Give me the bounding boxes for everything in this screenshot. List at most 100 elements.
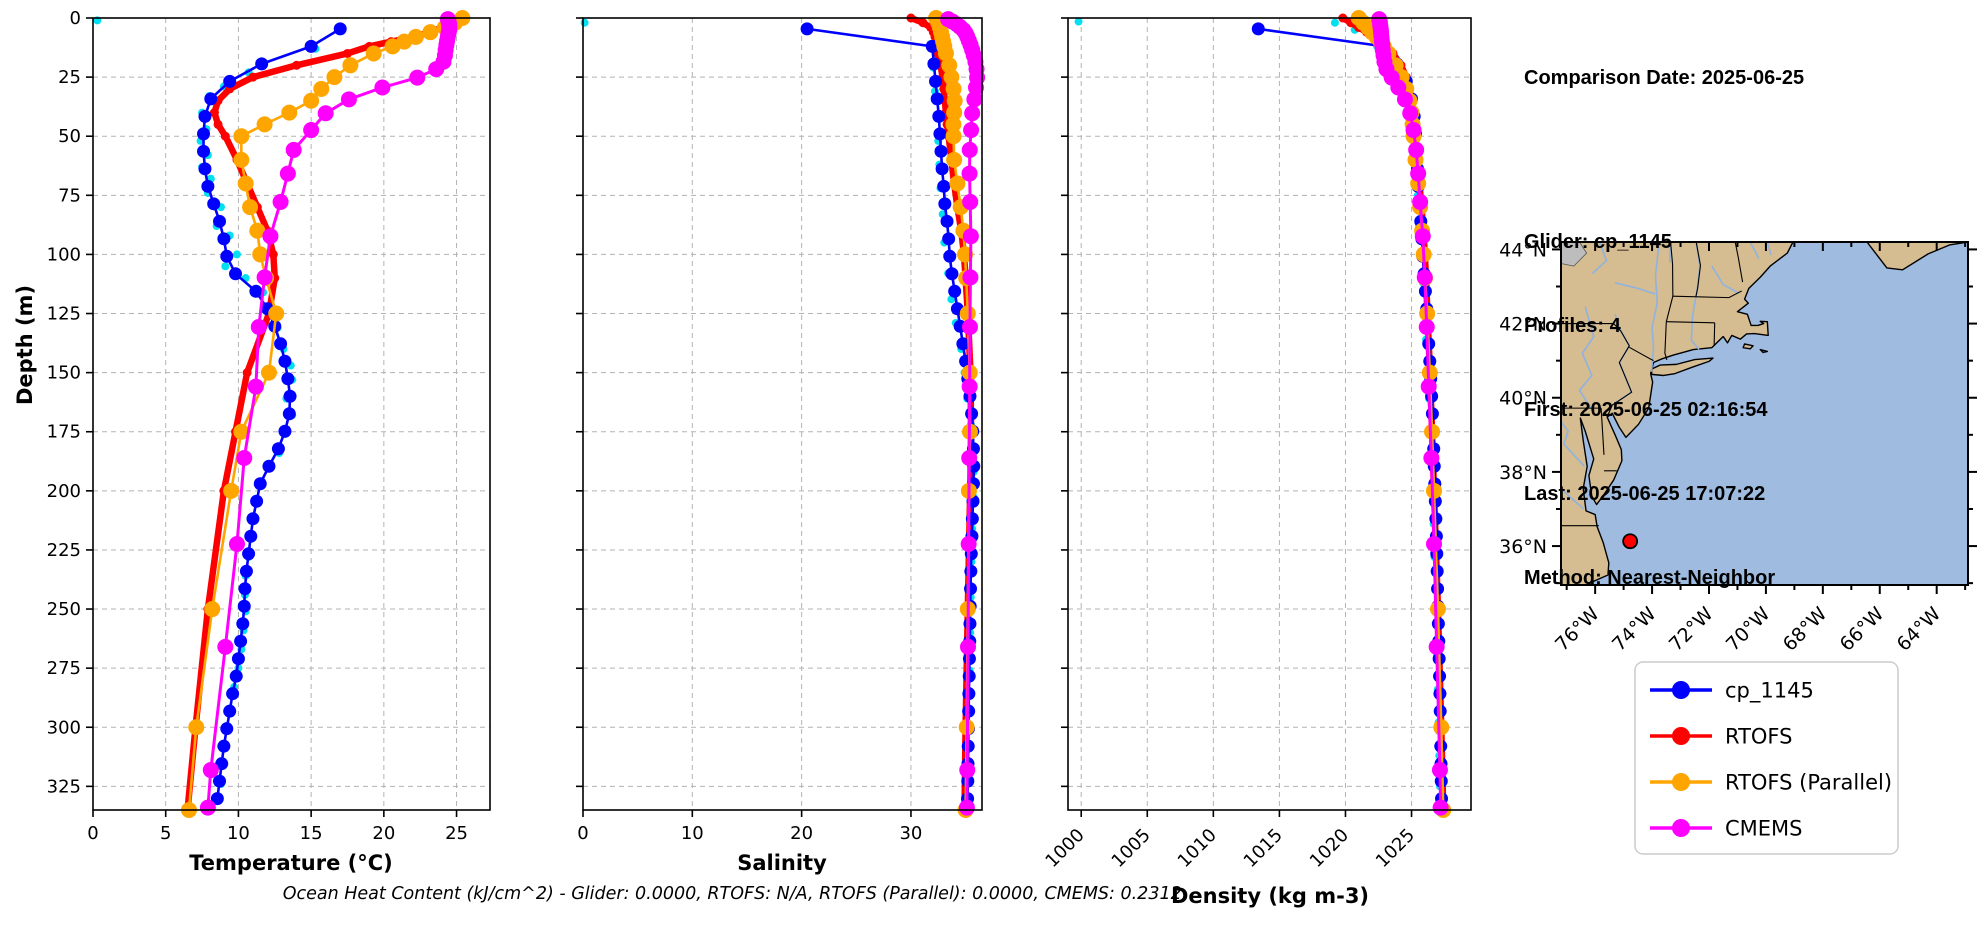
glider-marker (943, 249, 957, 263)
glider-marker (945, 267, 959, 281)
river (1749, 242, 1760, 260)
temperature-frame (92, 17, 491, 811)
comparison-date: Comparison Date: 2025-06-25 (1524, 67, 1805, 89)
rtofs_parallel-marker (365, 45, 382, 62)
glider-marker (253, 477, 267, 491)
cmems-marker (962, 193, 979, 210)
cmems-marker (961, 318, 978, 335)
density-frame (1067, 17, 1472, 811)
glider-marker (229, 267, 243, 281)
cmems-marker (1396, 91, 1413, 108)
map-inner (1561, 242, 1968, 585)
rtofs_parallel-marker (268, 305, 285, 322)
glider-marker (929, 74, 943, 88)
cmems-marker (961, 378, 978, 395)
cmems-marker (967, 79, 984, 96)
x-tick-label: 1020 (1306, 825, 1353, 872)
glider-marker (278, 354, 292, 368)
rtofs_parallel-marker (941, 57, 958, 74)
salinity-x-ticks: 0 10 20 30 (577, 810, 922, 844)
depth-axis-label: Depth (m) (13, 285, 37, 405)
location-map: 44°N42°N40°N38°N36°N76°W 74°W 72°W 70°W 68°W… (1499, 239, 1977, 656)
chart-legend: cp_1145 RTOFS RTOFS (Parallel) CMEMS (1634, 661, 1899, 855)
cmems-marker (409, 69, 426, 86)
river (1711, 265, 1740, 294)
glider-marker (948, 284, 962, 298)
salinity-frame (582, 17, 983, 811)
rtofs_parallel-marker (242, 199, 259, 216)
depth-tick-label: 275 (47, 658, 81, 679)
glider-marker (239, 564, 253, 578)
glider-marker (220, 722, 234, 736)
lat-tick-label: 44°N (1499, 239, 1547, 261)
x-tick-label: 1000 (1042, 825, 1089, 872)
river (1578, 306, 1595, 411)
rtofs_parallel-marker (959, 305, 976, 322)
x-tick-label: 0 (87, 823, 98, 844)
rtofs_parallel-marker (946, 151, 963, 168)
glider-marker (210, 792, 224, 806)
rtofs_parallel-marker (249, 222, 266, 239)
x-tick-label: 5 (160, 823, 171, 844)
legend-entry-rtofs: RTOFS (1650, 725, 1792, 749)
salinity-plot: 0 10 20 30 (576, 10, 986, 844)
rtofs_parallel-marker (1424, 423, 1441, 440)
river (1591, 242, 1608, 275)
x-tick-label: 1015 (1240, 825, 1287, 872)
cmems-marker (959, 762, 976, 779)
glider-marker (930, 92, 944, 106)
glider-marker (197, 127, 211, 141)
cmems-marker (236, 449, 253, 466)
glider-marker (198, 109, 212, 123)
glider-marker (255, 57, 269, 71)
glider-marker (283, 389, 297, 403)
glider_raw-marker (221, 262, 230, 271)
glider-marker (198, 162, 212, 176)
glider-marker (204, 92, 218, 106)
map-frame (1560, 241, 1969, 586)
state-border (1606, 323, 1633, 418)
rtofs_parallel-marker (204, 601, 221, 618)
glider-marker (226, 687, 240, 701)
profile-count: Profiles: 4 (1524, 315, 1621, 337)
density-plot: 1000 1005 1010 1015 1020 1025 (1042, 10, 1472, 872)
state-border (1713, 322, 1716, 346)
cmems-marker (962, 228, 979, 245)
glider-marker (937, 179, 951, 193)
cmems-marker (1420, 378, 1437, 395)
x-tick-label: 1025 (1372, 825, 1419, 872)
legend-label: cp_1145 (1725, 679, 1814, 704)
rtofs_parallel-marker (303, 92, 320, 109)
cmems-marker (247, 378, 264, 395)
legend-entry-cp-1145: cp_1145 (1650, 679, 1814, 704)
glider-marker (231, 652, 245, 666)
glider-marker (281, 372, 295, 386)
rtofs-marker (213, 119, 223, 129)
glider-marker (932, 109, 946, 123)
legend-label: RTOFS (1725, 725, 1792, 749)
glider-marker (223, 704, 237, 718)
x-tick-label: 0 (577, 823, 588, 844)
rtofs_parallel-marker (237, 175, 254, 192)
cmems-marker (960, 638, 977, 655)
cmems-marker (374, 79, 391, 96)
lat-tick-label: 36°N (1499, 536, 1547, 558)
glider-marker (963, 617, 977, 631)
legend-label: RTOFS (Parallel) (1725, 771, 1892, 795)
salinity-grid (582, 17, 982, 810)
glider-marker (274, 337, 288, 351)
river (1561, 488, 1585, 510)
x-tick-label: 1005 (1108, 825, 1155, 872)
depth-tick-label: 300 (47, 717, 81, 738)
cmems-marker (256, 269, 273, 286)
land-polygon (1742, 343, 1754, 350)
glider-marker (238, 582, 252, 596)
info-panel: Comparison Date: 2025-06-25 Glider: cp_1… (1524, 8, 1804, 620)
glider-marker (935, 162, 949, 176)
rtofs_parallel-marker (946, 92, 963, 109)
glider-marker (964, 564, 978, 578)
state-border (1695, 242, 1702, 297)
cmems-marker (1414, 228, 1431, 245)
comparison-method: Method: Nearest-Neighbor (1524, 567, 1776, 589)
